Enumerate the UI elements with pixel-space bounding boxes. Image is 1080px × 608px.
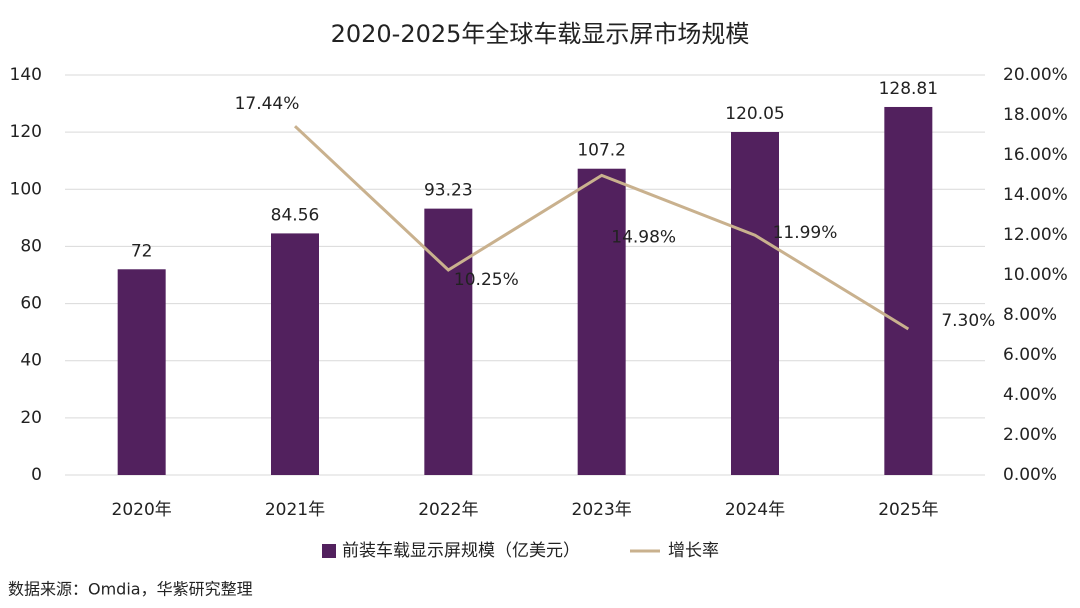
data-label: 17.44%: [235, 94, 300, 114]
y2-tick-label: 18.00%: [1003, 105, 1068, 125]
y2-tick-label: 14.00%: [1003, 185, 1068, 205]
data-label: 11.99%: [773, 223, 838, 243]
y-tick-label: 60: [20, 294, 42, 314]
source-note: 数据来源：Omdia，华紫研究整理: [8, 580, 253, 599]
x-tick-label: 2023年: [572, 500, 632, 520]
legend-label: 增长率: [668, 541, 719, 561]
y-tick-label: 20: [20, 408, 42, 428]
y-tick-label: 120: [10, 122, 42, 142]
y2-tick-label: 6.00%: [1003, 345, 1057, 365]
y-tick-label: 80: [20, 236, 42, 256]
y2-tick-label: 20.00%: [1003, 65, 1068, 85]
data-label: 10.25%: [454, 270, 519, 290]
legend-label: 前装车载显示屏规模（亿美元）: [342, 541, 580, 561]
x-tick-label: 2024年: [725, 500, 785, 520]
x-tick-label: 2021年: [265, 500, 325, 520]
y-tick-label: 100: [10, 179, 42, 199]
y2-tick-label: 4.00%: [1003, 385, 1057, 405]
data-label: 72: [131, 241, 153, 261]
y2-tick-label: 10.00%: [1003, 265, 1068, 285]
x-tick-label: 2025年: [878, 500, 938, 520]
y2-tick-label: 12.00%: [1003, 225, 1068, 245]
y2-tick-label: 2.00%: [1003, 425, 1057, 445]
y2-tick-label: 0.00%: [1003, 465, 1057, 485]
data-label: 128.81: [879, 79, 938, 99]
legend-swatch: [322, 544, 336, 558]
y2-tick-label: 8.00%: [1003, 305, 1057, 325]
data-label: 120.05: [725, 104, 784, 124]
data-label: 14.98%: [611, 227, 676, 247]
chart-title: 2020-2025年全球车载显示屏市场规模: [331, 20, 750, 48]
data-label: 84.56: [271, 205, 320, 225]
bar: [117, 269, 166, 475]
data-label: 7.30%: [941, 311, 995, 331]
y-tick-label: 40: [20, 351, 42, 371]
y2-tick-label: 16.00%: [1003, 145, 1068, 165]
data-label: 93.23: [424, 181, 473, 201]
bar: [271, 233, 319, 475]
line: [293, 125, 910, 331]
x-tick-label: 2020年: [112, 500, 172, 520]
data-label: 107.2: [577, 141, 626, 161]
bar: [884, 106, 933, 475]
x-tick-label: 2022年: [418, 500, 478, 520]
bar: [731, 132, 779, 475]
bar: [424, 208, 473, 475]
y-tick-label: 140: [10, 65, 42, 85]
y-tick-label: 0: [31, 465, 42, 485]
bar: [577, 168, 626, 475]
